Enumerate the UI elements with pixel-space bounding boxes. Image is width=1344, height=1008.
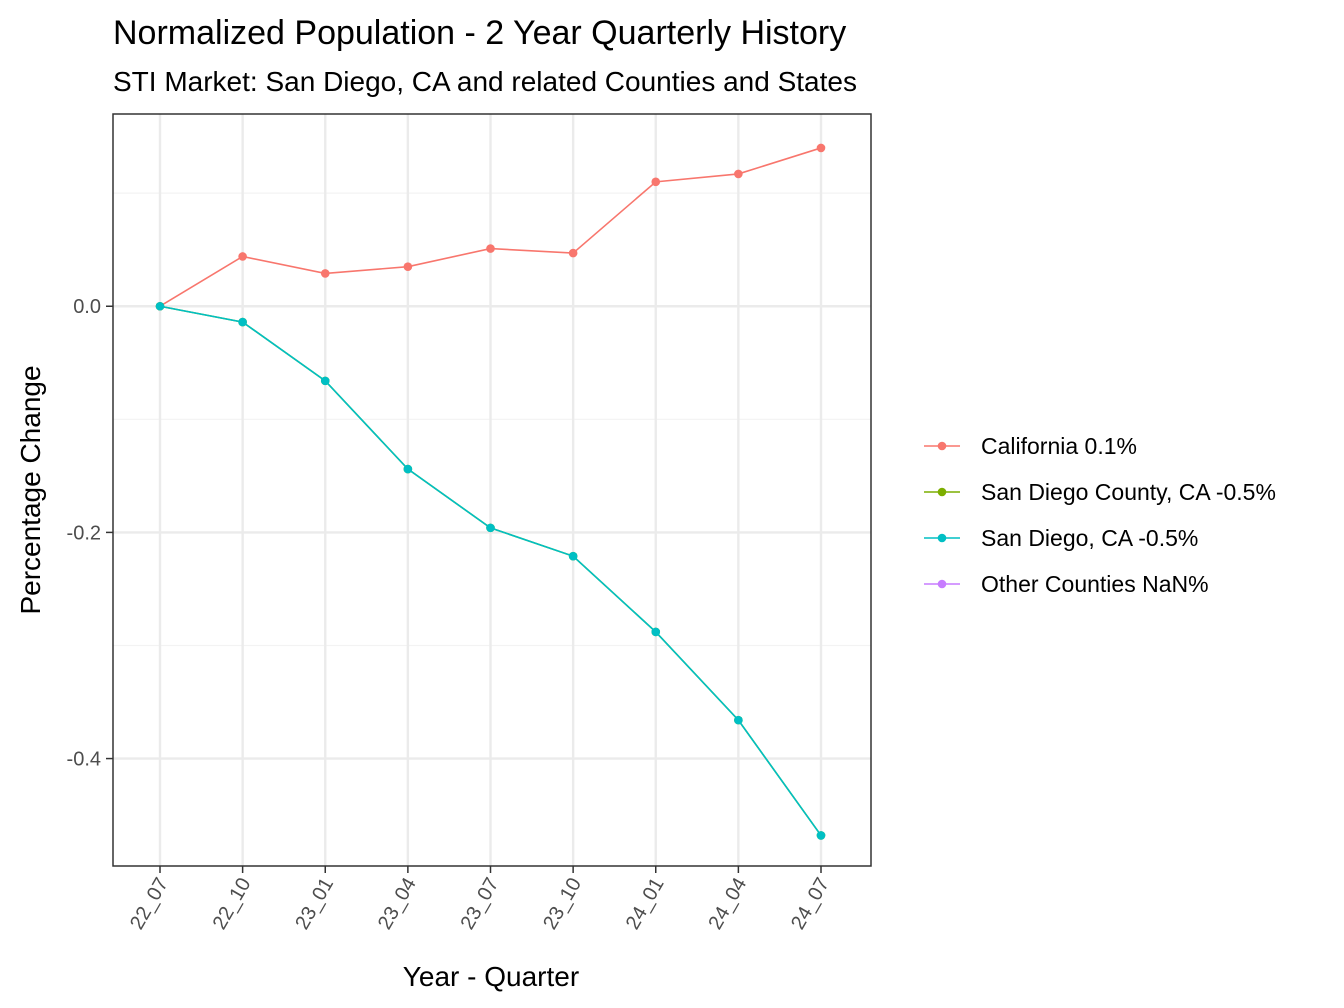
data-point — [734, 715, 743, 725]
x-axis: 22_07 22_10 23_01 23_04 23_07 23_10 24_01 24_04… — [126, 866, 834, 933]
legend-label: San Diego, CA -0.5% — [981, 525, 1198, 551]
legend-label: San Diego County, CA -0.5% — [981, 479, 1276, 505]
chart-title: Normalized Population - 2 Year Quarterly… — [113, 14, 846, 52]
data-point — [403, 464, 413, 474]
y-axis-title: Percentage Change — [15, 365, 46, 614]
data-point — [568, 551, 578, 561]
x-tick-label: 24_01 — [622, 874, 669, 933]
data-point — [816, 143, 826, 153]
x-tick-label: 23_01 — [291, 874, 338, 933]
data-point — [486, 244, 495, 253]
y-axis: 0.0 -0.2 -0.4 — [67, 296, 113, 771]
series-layer — [155, 143, 826, 840]
data-point — [238, 317, 247, 327]
data-point — [155, 301, 165, 311]
x-tick-label: 22_10 — [209, 874, 256, 933]
plot-background — [113, 114, 871, 866]
data-point — [734, 169, 743, 179]
data-point — [486, 523, 495, 533]
legend-label: Other Counties NaN% — [981, 571, 1209, 597]
plot-area — [112, 113, 872, 867]
legend-key-point — [937, 441, 947, 451]
legend-key-point — [937, 487, 947, 497]
y-tick-label: -0.4 — [67, 749, 101, 771]
x-axis-title: Year - Quarter — [403, 961, 579, 992]
legend-key-point — [937, 533, 947, 543]
legend-key-point — [937, 579, 947, 589]
y-tick-label: 0.0 — [73, 296, 101, 318]
x-tick-label: 24_07 — [787, 874, 834, 933]
chart-subtitle: STI Market: San Diego, CA and related Co… — [113, 66, 857, 97]
grid-minor — [113, 192, 871, 647]
x-tick-label: 23_10 — [539, 874, 586, 933]
data-point — [238, 252, 247, 261]
data-point — [568, 248, 578, 258]
plot-border — [112, 113, 872, 867]
legend-label: California 0.1% — [981, 433, 1137, 459]
x-tick-label: 23_07 — [457, 874, 504, 933]
data-point — [320, 376, 330, 386]
data-point — [320, 269, 330, 278]
data-point — [651, 177, 661, 187]
x-tick-label: 23_04 — [374, 874, 421, 933]
x-tick-label: 24_04 — [704, 874, 751, 933]
x-tick-label: 22_07 — [126, 874, 173, 933]
legend: California 0.1% San Diego County, CA -0.5… — [924, 433, 1276, 597]
grid-major — [113, 114, 871, 866]
data-point — [651, 627, 661, 637]
data-point — [816, 831, 826, 840]
data-point — [403, 262, 413, 271]
y-tick-label: -0.2 — [67, 522, 101, 544]
